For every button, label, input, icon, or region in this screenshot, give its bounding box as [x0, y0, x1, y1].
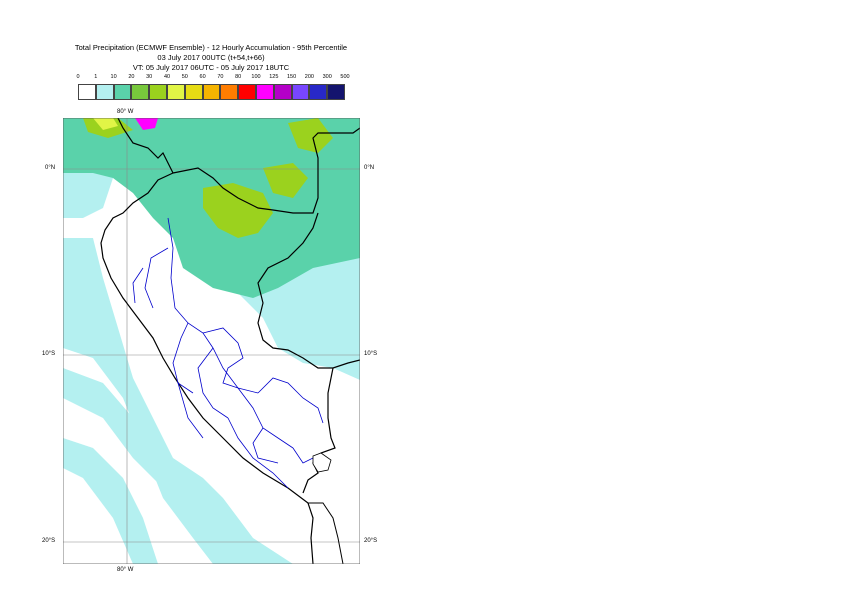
legend-color-box: [327, 84, 345, 100]
legend-color-box: [149, 84, 167, 100]
legend-label: 20: [128, 74, 135, 80]
lat-0-left-label: 0°N: [45, 165, 56, 171]
lime-patch: [93, 118, 118, 130]
legend-label: 70: [217, 74, 224, 80]
department-boundaries: [132, 217, 324, 489]
legend-label: 500: [340, 74, 350, 80]
chart-title-line-3: VT: 05 July 2017 06UTC - 05 July 2017 18…: [132, 63, 290, 72]
legend-color-box: [202, 84, 221, 100]
yellowgreen-patch-1: [203, 183, 273, 238]
border-peru-brazil: [257, 212, 360, 369]
top-lon-label: 80° W: [117, 109, 134, 115]
dry-area: [63, 168, 360, 564]
bottom-lon-label: 80° W: [117, 567, 134, 573]
legend-label: 1: [94, 74, 98, 80]
legend-label: 0: [76, 74, 80, 80]
legend-label: 200: [304, 74, 314, 80]
legend-label: 50: [181, 74, 188, 80]
precipitation-map: [63, 118, 360, 564]
lat-10-right-label: 10°S: [364, 351, 378, 357]
legend-color-box: [238, 84, 256, 100]
legend-label: 80: [235, 74, 242, 80]
legend-label: 100: [251, 74, 261, 80]
lake-titicaca: [312, 452, 332, 473]
ocean-streak-1: [63, 368, 163, 488]
coastline: [100, 118, 314, 564]
legend-color-box: [95, 84, 114, 100]
border-peru-colombia-ecuador: [172, 127, 360, 214]
legend-color-box: [220, 84, 239, 100]
legend-label: 300: [322, 74, 332, 80]
legend-label: 125: [269, 74, 279, 80]
legend-color-box: [273, 84, 292, 100]
legend-color-box: [113, 84, 132, 100]
legend-color-box: [131, 84, 150, 100]
legend-color-box: [256, 84, 274, 100]
legend-label: 60: [199, 74, 206, 80]
border-bolivia-chile: [308, 502, 344, 564]
lat-20-right-label: 20°S: [364, 538, 378, 544]
legend-color-box: [167, 84, 185, 100]
legend-label: 30: [146, 74, 153, 80]
legend-color-box: [291, 84, 310, 100]
lat-0-right-label: 0°N: [364, 165, 375, 171]
lat-10-left-label: 10°S: [42, 351, 56, 357]
legend-color-box: [78, 84, 96, 100]
yellowgreen-patch-2: [263, 163, 308, 198]
legend-label: 10: [110, 74, 117, 80]
legend-label: 40: [163, 74, 171, 80]
chart-title-line-2: 03 July 2017 00UTC (t+54,t+66): [157, 53, 265, 62]
border-peru-bolivia: [302, 367, 336, 494]
magenta-patch: [135, 118, 158, 130]
legend-color-box: [309, 84, 328, 100]
legend-label: 150: [287, 74, 297, 80]
chart-title-line-1: Total Precipitation (ECMWF Ensemble) - 1…: [74, 43, 348, 52]
lat-20-left-label: 20°S: [42, 538, 56, 544]
ocean-streak-2: [63, 438, 158, 564]
legend-color-box: [184, 84, 203, 100]
yellowgreen-patch-3: [288, 118, 333, 153]
